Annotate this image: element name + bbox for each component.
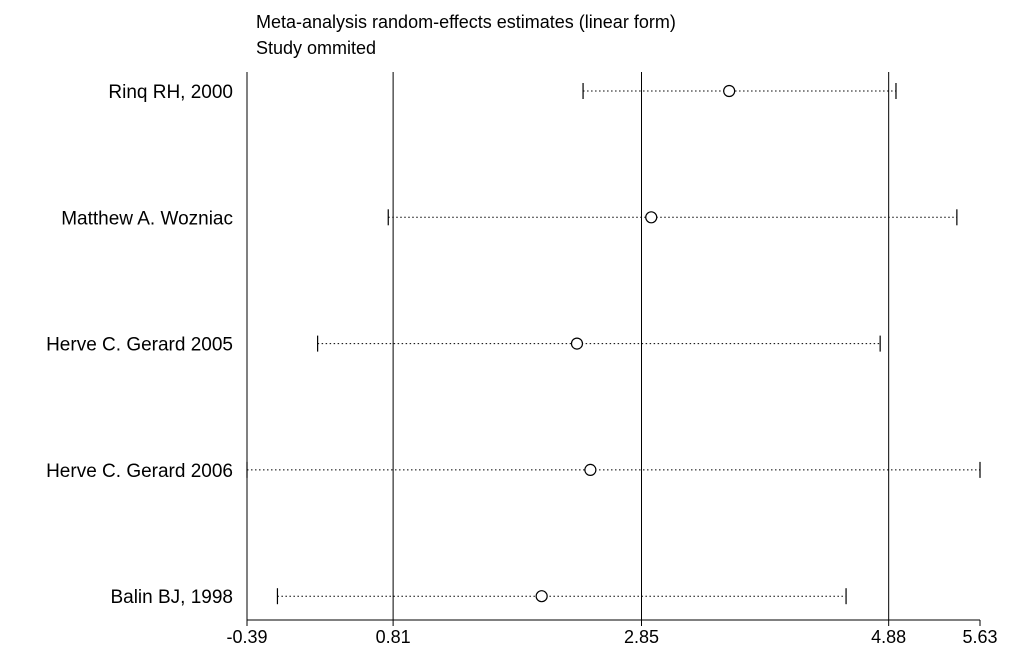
study-label: Balin BJ, 1998 xyxy=(110,587,233,608)
study-label: Herve C. Gerard 2005 xyxy=(46,335,233,356)
x-tick-label: 2.85 xyxy=(624,627,659,647)
point-estimate-marker xyxy=(723,84,736,98)
study-label: Herve C. Gerard 2006 xyxy=(46,461,233,482)
x-tick-label: -0.39 xyxy=(226,627,267,647)
point-estimate-marker xyxy=(570,337,584,350)
point-estimate-marker xyxy=(584,463,597,476)
chart-title: Meta-analysis random-effects estimates (… xyxy=(256,12,676,32)
study-label: Rinq RH, 2000 xyxy=(108,82,233,103)
point-estimate-marker xyxy=(645,211,658,224)
reference-lines xyxy=(392,72,890,620)
chart-subtitle: Study ommited xyxy=(256,38,377,58)
x-axis-ticks: -0.39 0.81 2.85 4.88 5.63 xyxy=(226,620,998,647)
x-tick-label: 5.63 xyxy=(962,627,997,647)
study-label: Matthew A. Wozniac xyxy=(61,208,233,229)
x-tick-label: 0.81 xyxy=(376,627,411,647)
point-estimate-marker xyxy=(535,590,548,603)
study-rows: Rinq RH, 2000 Matthew A. Wozniac Herve C. … xyxy=(46,82,981,608)
x-tick-label: 4.88 xyxy=(871,627,906,647)
